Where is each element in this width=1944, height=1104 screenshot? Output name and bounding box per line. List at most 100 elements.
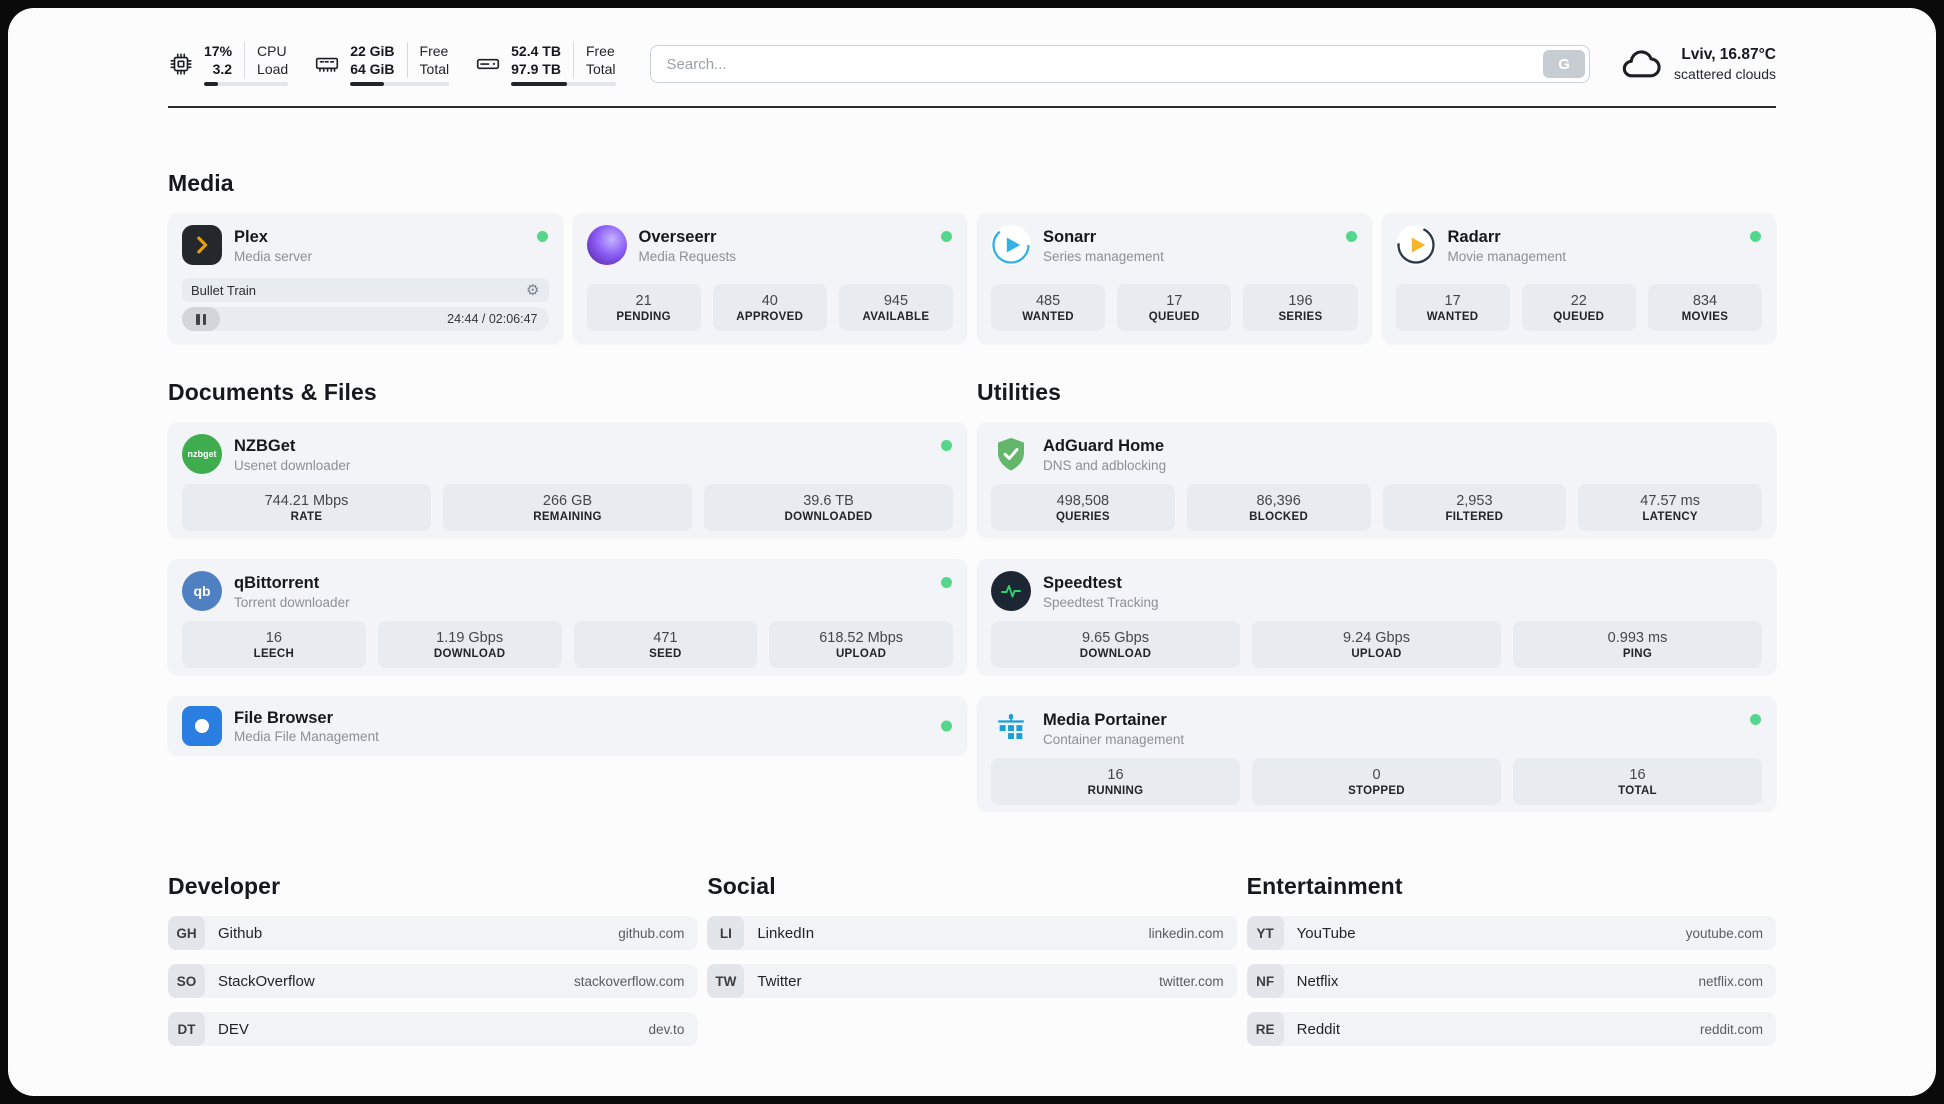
- bookmark-dev[interactable]: DT DEV dev.to: [168, 1012, 698, 1047]
- bookmark-url: twitter.com: [1159, 973, 1224, 989]
- stat-value: 47.57 ms: [1640, 492, 1700, 509]
- bookmark-abbr: LI: [707, 916, 745, 951]
- topbar: 17% 3.2 CPU Load: [168, 42, 1776, 87]
- stat-label: FILTERED: [1445, 510, 1504, 523]
- nzbget-icon: nzbget: [182, 434, 222, 475]
- stat-label: RATE: [290, 510, 323, 523]
- stat-value: 485: [1035, 292, 1061, 309]
- bookmark-name: Reddit: [1296, 1020, 1341, 1038]
- bookmark-youtube[interactable]: YT YouTube youtube.com: [1246, 916, 1776, 951]
- app-card-portainer[interactable]: Media Portainer Container management 16 …: [977, 696, 1776, 812]
- bookmarks-entertainment: Entertainment YT YouTube youtube.com NF …: [1246, 873, 1776, 1060]
- ram-icon: [314, 51, 340, 77]
- bookmarks-title-social: Social: [707, 873, 776, 900]
- cpu-progress-bar: [204, 82, 289, 87]
- bookmark-name: Github: [218, 924, 263, 942]
- stat-box: 39.6 TB DOWNLOADED: [704, 484, 953, 532]
- ram-progress-fill: [350, 82, 384, 87]
- bookmarks-title-developer: Developer: [168, 873, 281, 900]
- section-title-utilities: Utilities: [977, 379, 1061, 406]
- app-name: Radarr: [1447, 228, 1501, 247]
- bookmark-twitter[interactable]: TW Twitter twitter.com: [707, 964, 1237, 999]
- disk-total-value: 97.9 TB: [511, 61, 561, 78]
- stat-value: 744.21 Mbps: [264, 492, 349, 509]
- bookmark-name: DEV: [218, 1020, 249, 1038]
- disk-total-label: Total: [585, 61, 616, 78]
- stat-box: 47.57 ms LATENCY: [1578, 484, 1762, 532]
- header-divider: [168, 106, 1776, 109]
- gear-icon[interactable]: ⚙: [526, 281, 540, 299]
- stat-box: 9.65 Gbps DOWNLOAD: [991, 621, 1240, 669]
- stat-box: 16 TOTAL: [1513, 758, 1762, 806]
- stat-value: 2,953: [1456, 492, 1493, 509]
- stat-box: 1.19 Gbps DOWNLOAD: [377, 621, 562, 669]
- section-utilities: Utilities AdGuard Home DNS and a: [977, 379, 1776, 812]
- bookmark-name: Netflix: [1296, 972, 1339, 990]
- status-dot: [1345, 231, 1357, 243]
- stat-label: TOTAL: [1618, 784, 1657, 797]
- bookmark-abbr: NF: [1246, 964, 1284, 999]
- app-card-sonarr[interactable]: Sonarr Series management 485 WANTED 17 Q…: [977, 213, 1372, 344]
- app-card-radarr[interactable]: Radarr Movie management 17 WANTED 22 QUE…: [1381, 213, 1776, 344]
- app-card-nzbget[interactable]: nzbget NZBGet Usenet downloader 744.21 M…: [168, 422, 967, 538]
- bookmark-netflix[interactable]: NF Netflix netflix.com: [1246, 964, 1776, 999]
- app-name: Sonarr: [1043, 228, 1097, 247]
- stat-value: 1.19 Gbps: [436, 629, 504, 646]
- bookmark-abbr: GH: [168, 916, 205, 951]
- disk-free-value: 52.4 TB: [511, 43, 561, 59]
- app-desc: Container management: [1043, 731, 1185, 747]
- bookmark-linkedin[interactable]: LI LinkedIn linkedin.com: [707, 916, 1237, 951]
- section-documents: Documents & Files nzbget NZBGet Usenet d…: [168, 379, 967, 811]
- search-engine-button[interactable]: G: [1543, 50, 1586, 79]
- bookmark-github[interactable]: GH Github github.com: [168, 916, 698, 951]
- stat-label: LATENCY: [1642, 510, 1698, 523]
- app-card-speedtest[interactable]: Speedtest Speedtest Tracking 9.65 Gbps D…: [977, 559, 1776, 675]
- app-card-filebrowser[interactable]: File Browser Media File Management: [168, 696, 967, 756]
- section-title-documents: Documents & Files: [168, 379, 377, 406]
- bookmark-stackoverflow[interactable]: SO StackOverflow stackoverflow.com: [168, 964, 698, 999]
- app-desc: Movie management: [1447, 248, 1567, 264]
- bookmark-reddit[interactable]: RE Reddit reddit.com: [1246, 1012, 1776, 1047]
- bookmark-name: Twitter: [757, 972, 802, 990]
- stat-box: 471 SEED: [573, 621, 758, 669]
- disk-free-label: Free: [585, 43, 615, 59]
- app-desc: Media File Management: [234, 729, 379, 745]
- radarr-icon: [1395, 225, 1436, 266]
- stat-value: 16: [1629, 766, 1646, 783]
- bookmark-abbr: RE: [1246, 1012, 1284, 1047]
- stat-box: 22 QUEUED: [1521, 284, 1636, 332]
- stat-box: 485 WANTED: [991, 284, 1106, 332]
- stat-label: RUNNING: [1087, 784, 1144, 797]
- bookmark-name: LinkedIn: [757, 924, 815, 942]
- now-playing-title: Bullet Train: [191, 282, 257, 298]
- stat-box: 834 MOVIES: [1647, 284, 1763, 332]
- stat-value: 9.24 Gbps: [1343, 629, 1410, 646]
- qbittorrent-icon: qb: [182, 571, 222, 612]
- app-card-overseerr[interactable]: Overseerr Media Requests 21 PENDING 40 A…: [572, 213, 967, 344]
- app-card-plex[interactable]: Plex Media server Bullet Train ⚙ 24:44 /…: [168, 213, 563, 344]
- disk-progress-fill: [511, 82, 568, 87]
- ram-total-label: Total: [419, 61, 450, 78]
- status-dot: [941, 231, 952, 243]
- app-card-adguard[interactable]: AdGuard Home DNS and adblocking 498,508 …: [977, 422, 1776, 538]
- app-desc: Media server: [234, 248, 313, 264]
- bookmark-url: youtube.com: [1685, 925, 1763, 941]
- stat-value: 618.52 Mbps: [819, 629, 904, 646]
- cpu-icon: [168, 51, 194, 77]
- app-card-qbittorrent[interactable]: qb qBittorrent Torrent downloader 16 LEE…: [168, 559, 967, 675]
- pause-button[interactable]: [182, 307, 220, 332]
- stat-label: LEECH: [253, 647, 295, 660]
- app-name: qBittorrent: [234, 574, 320, 593]
- bookmarks-developer: Developer GH Github github.com SO StackO…: [168, 873, 698, 1060]
- playback-time: 24:44 / 02:06:47: [447, 312, 538, 327]
- ram-free-value: 22 GiB: [350, 43, 395, 59]
- adguard-shield-icon: [991, 434, 1031, 474]
- app-desc: Torrent downloader: [234, 594, 350, 610]
- stat-box: 16 LEECH: [182, 621, 366, 669]
- app-name: AdGuard Home: [1043, 437, 1165, 456]
- search-input[interactable]: [649, 45, 1591, 84]
- plex-now-playing: Bullet Train ⚙ 24:44 / 02:06:47: [182, 278, 549, 332]
- bookmark-url: netflix.com: [1698, 973, 1763, 989]
- stat-label: WANTED: [1426, 310, 1479, 323]
- bookmark-abbr: DT: [168, 1012, 205, 1047]
